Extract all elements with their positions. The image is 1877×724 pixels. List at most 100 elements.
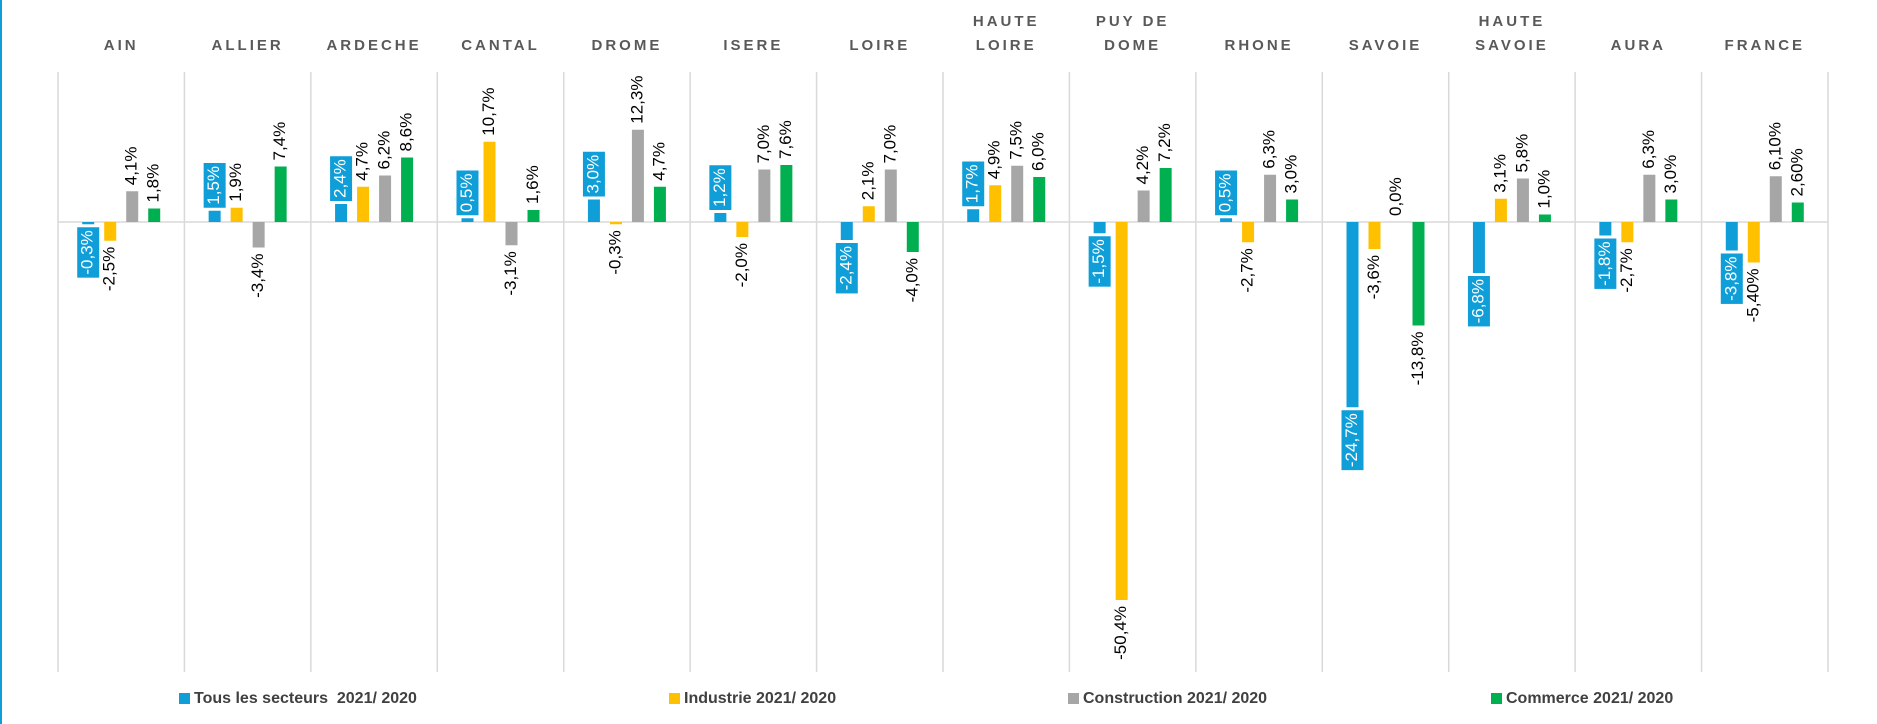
value-label-group: -13,8% xyxy=(1408,332,1427,386)
value-label: -2,4% xyxy=(836,246,855,290)
value-label: 4,2% xyxy=(1133,146,1152,185)
value-label-group: -0,3% xyxy=(77,227,100,278)
value-label-group: 1,8% xyxy=(144,164,163,203)
value-label-group: -2,4% xyxy=(835,243,858,294)
value-label: 7,6% xyxy=(776,120,795,159)
bar xyxy=(252,222,265,248)
value-label-box xyxy=(1088,236,1111,287)
value-label: 1,7% xyxy=(963,165,982,204)
value-label: 8,6% xyxy=(397,113,416,152)
category-label: CANTAL xyxy=(461,37,540,54)
bar xyxy=(1011,165,1024,222)
bar xyxy=(1137,190,1150,222)
category-label: HAUTE SAVOIE xyxy=(1475,13,1549,54)
value-label-group: 6,0% xyxy=(1029,132,1048,171)
value-label: 7,2% xyxy=(1155,123,1174,162)
bar xyxy=(527,210,540,222)
value-label: -3,8% xyxy=(1721,257,1740,301)
value-label-group: -5,40% xyxy=(1743,269,1762,323)
value-label-group: -2,0% xyxy=(732,243,751,287)
bar xyxy=(1621,222,1634,243)
value-label: -2,7% xyxy=(1238,248,1257,292)
value-label-group: -3,4% xyxy=(248,254,267,298)
legend-label: Commerce 2021/ 2020 xyxy=(1506,690,1673,707)
bar xyxy=(1599,222,1612,236)
bar xyxy=(780,165,793,222)
value-label: -4,0% xyxy=(902,258,921,302)
value-label: 4,1% xyxy=(122,147,141,186)
value-label-group: 3,0% xyxy=(1282,155,1301,194)
bar xyxy=(631,129,644,222)
value-label-group: 1,7% xyxy=(962,161,985,207)
bar xyxy=(1643,174,1656,222)
value-label: -6,8% xyxy=(1468,279,1487,323)
category-label: AIN xyxy=(104,37,139,54)
value-label: 7,5% xyxy=(1007,121,1026,160)
value-label-group: 7,6% xyxy=(776,120,795,159)
bar xyxy=(357,186,370,222)
value-label-group: -2,7% xyxy=(1238,248,1257,292)
value-label-group: -3,1% xyxy=(501,251,520,295)
value-label-box xyxy=(962,161,985,207)
legend-label: Industrie 2021/ 2020 xyxy=(684,690,836,707)
category-label: PUY DE DOME xyxy=(1096,13,1170,54)
value-label: 6,10% xyxy=(1765,122,1784,170)
value-label-box xyxy=(582,151,605,197)
value-label: 2,60% xyxy=(1787,148,1806,196)
value-label-box xyxy=(1720,253,1743,304)
bar xyxy=(758,169,771,222)
value-label: -0,3% xyxy=(78,230,97,274)
bar xyxy=(653,186,666,222)
value-label-group: 0,5% xyxy=(456,170,479,216)
value-label: -2,7% xyxy=(1617,248,1636,292)
value-label: 1,9% xyxy=(226,163,245,202)
bar xyxy=(1115,222,1128,600)
category-label: ARDECHE xyxy=(326,37,421,54)
value-label: -2,5% xyxy=(100,247,119,291)
value-label: -1,8% xyxy=(1595,242,1614,286)
value-label-box xyxy=(330,156,353,201)
value-label-group: 4,1% xyxy=(122,147,141,186)
value-label-box xyxy=(1467,276,1490,327)
value-label-group: 4,2% xyxy=(1133,146,1152,185)
value-label-group: 3,0% xyxy=(582,151,605,197)
value-label-group: 4,7% xyxy=(649,142,668,181)
legend-swatch xyxy=(1491,693,1502,704)
value-label: 6,2% xyxy=(375,131,394,170)
bar xyxy=(1472,222,1485,273)
value-label-group: 7,0% xyxy=(880,125,899,164)
bar xyxy=(82,222,95,225)
legend-label: Construction 2021/ 2020 xyxy=(1083,690,1267,707)
bar xyxy=(1725,222,1738,251)
value-label-group: -2,7% xyxy=(1617,248,1636,292)
value-label-box xyxy=(709,165,732,210)
bar xyxy=(714,213,727,222)
value-label: 3,0% xyxy=(1282,155,1301,194)
value-label-box xyxy=(1341,410,1364,471)
value-label-group: 8,6% xyxy=(397,113,416,152)
value-label-group: 7,4% xyxy=(270,122,289,161)
value-label: 7,4% xyxy=(270,122,289,161)
value-label-group: -2,5% xyxy=(100,247,119,291)
bar xyxy=(587,199,600,222)
bar xyxy=(208,210,221,222)
value-label: -3,6% xyxy=(1364,255,1383,299)
value-label-group: 6,2% xyxy=(375,131,394,170)
value-label: -24,7% xyxy=(1342,413,1361,467)
bar xyxy=(1286,199,1299,222)
value-label-group: 12,3% xyxy=(627,76,646,124)
value-label: 6,0% xyxy=(1029,132,1048,171)
value-label-group: 4,7% xyxy=(353,142,372,181)
bar xyxy=(1368,222,1381,249)
value-label-group: 7,0% xyxy=(754,125,773,164)
category-label: AURA xyxy=(1611,37,1666,54)
value-label-group: 4,9% xyxy=(985,141,1004,180)
bar xyxy=(884,169,897,222)
value-label-group: -6,8% xyxy=(1467,276,1490,327)
bar xyxy=(401,157,414,222)
value-label: 4,7% xyxy=(353,142,372,181)
bar xyxy=(1093,222,1106,234)
value-label-box xyxy=(456,170,479,216)
bar xyxy=(230,207,243,222)
